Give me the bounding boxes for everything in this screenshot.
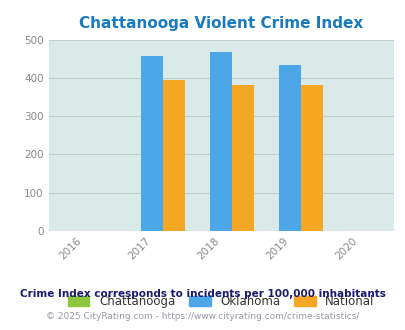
Legend: Chattanooga, Oklahoma, National: Chattanooga, Oklahoma, National [63, 290, 378, 313]
Bar [163, 80, 185, 231]
Bar [232, 85, 254, 231]
Text: © 2025 CityRating.com - https://www.cityrating.com/crime-statistics/: © 2025 CityRating.com - https://www.city… [46, 312, 359, 321]
Bar [141, 56, 163, 231]
Bar [279, 65, 301, 231]
Bar [301, 85, 323, 231]
Bar [210, 52, 232, 231]
Title: Chattanooga Violent Crime Index: Chattanooga Violent Crime Index [79, 16, 362, 31]
Text: Crime Index corresponds to incidents per 100,000 inhabitants: Crime Index corresponds to incidents per… [20, 289, 385, 299]
